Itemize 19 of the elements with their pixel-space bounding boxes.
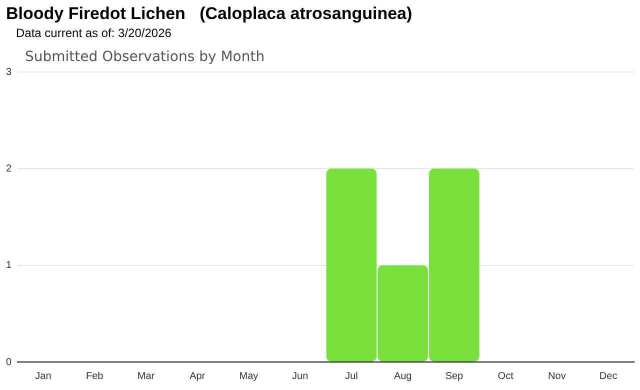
- x-tick-label: May: [239, 370, 258, 382]
- x-tick-label: Dec: [599, 370, 618, 382]
- y-tick-label: 3: [6, 66, 12, 78]
- x-tick-label: Aug: [394, 370, 412, 382]
- chart-title: Bloody Firedot Lichen (Caloplaca atrosanguinea): [6, 4, 412, 24]
- y-tick-label: 0: [6, 356, 12, 368]
- x-tick-label: Mar: [137, 370, 156, 382]
- text: Submitted Observations by Month: [25, 49, 265, 65]
- x-tick-label: Jun: [292, 370, 308, 382]
- x-tick-label: Apr: [190, 370, 206, 382]
- x-tick-label: Feb: [86, 370, 104, 382]
- x-tick-label: Nov: [548, 370, 566, 382]
- x-tick-label: Oct: [498, 370, 514, 382]
- x-tick-label: Jul: [345, 370, 358, 382]
- chart-subtitle: Data current as of: 3/20/2026: [16, 26, 172, 40]
- x-tick-label: Jan: [35, 370, 52, 382]
- y-tick-label: 2: [6, 163, 12, 174]
- y-tick-label: 1: [6, 260, 12, 272]
- x-tick-label: Sep: [445, 370, 464, 382]
